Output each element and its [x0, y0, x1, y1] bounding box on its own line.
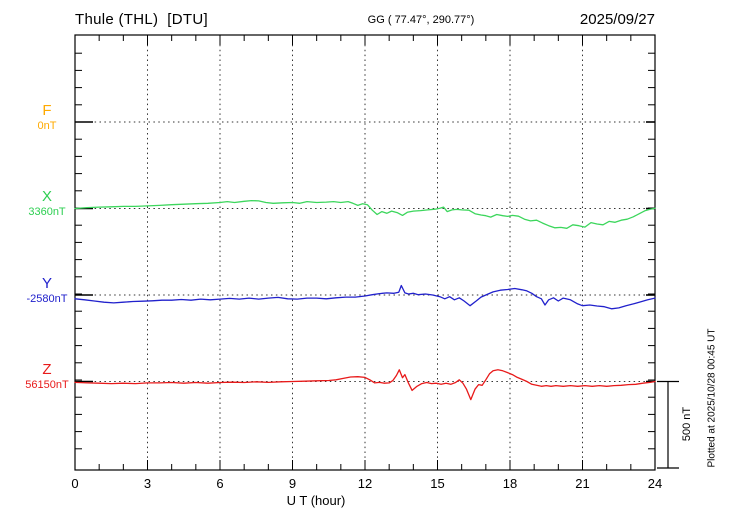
trace-Z — [74, 369, 656, 401]
x-axis-label: U T (hour) — [286, 493, 346, 508]
component-z-legend: Z 56150nT — [12, 362, 82, 391]
x-tick-label-9: 9 — [289, 476, 296, 491]
scalebar-label: 500 nT — [681, 406, 693, 442]
geographic-coordinates: GG ( 77.47°, 290.77°) — [367, 14, 475, 26]
component-x-label: X — [41, 188, 52, 205]
x-tick-label-15: 15 — [430, 476, 444, 491]
trace-Y — [74, 284, 656, 310]
x-tick-label-12: 12 — [358, 476, 372, 491]
x-tick-label-18: 18 — [503, 476, 517, 491]
x-tick-label-24: 24 — [648, 476, 662, 491]
trace-X — [74, 199, 656, 229]
component-x-baseline-value: 3360nT — [28, 206, 66, 218]
component-y-legend: Y -2580nT — [12, 276, 82, 305]
plot-frame — [74, 34, 656, 471]
component-x-legend: X 3360nT — [12, 189, 82, 218]
component-f-baseline-value: 0nT — [37, 120, 57, 132]
x-tick-label-3: 3 — [144, 476, 151, 491]
station-title: Thule (THL) [DTU] — [75, 11, 208, 28]
component-f-legend: F 0nT — [12, 103, 82, 132]
observation-date: 2025/09/27 — [579, 11, 655, 28]
component-z-baseline-value: 56150nT — [25, 379, 69, 391]
component-y-label: Y — [41, 275, 52, 292]
x-tick-label-21: 21 — [575, 476, 589, 491]
x-tick-label-6: 6 — [216, 476, 223, 491]
plotted-timestamp-note: Plotted at 2025/10/28 00:45 UT — [706, 328, 718, 468]
component-y-baseline-value: -2580nT — [26, 293, 68, 305]
component-z-label: Z — [42, 361, 52, 378]
component-f-label: F — [42, 102, 52, 119]
x-tick-label-0: 0 — [71, 476, 78, 491]
